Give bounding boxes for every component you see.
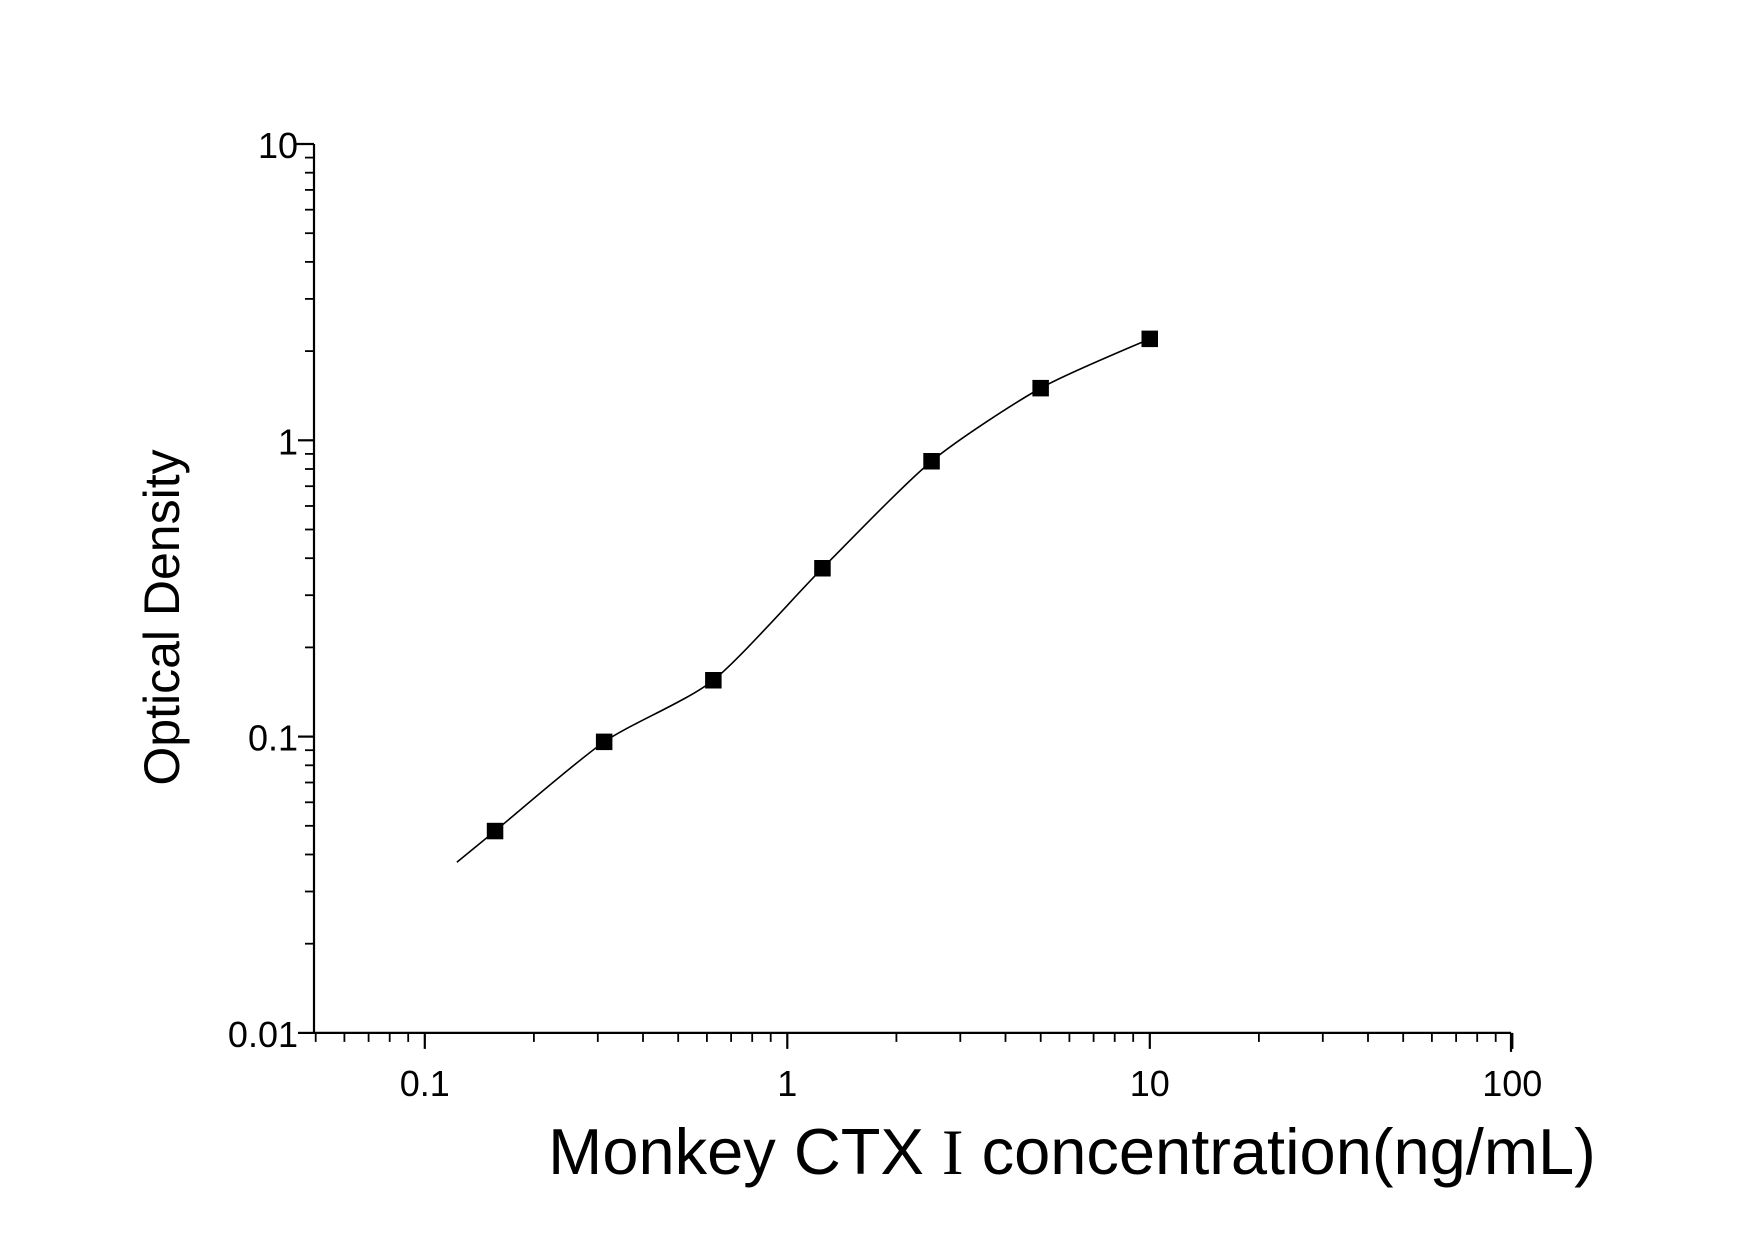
svg-text:0.1: 0.1	[400, 1063, 450, 1104]
svg-text:100: 100	[1482, 1063, 1542, 1104]
svg-text:Optical Density: Optical Density	[134, 449, 190, 785]
svg-text:10: 10	[1130, 1063, 1170, 1104]
svg-text:10: 10	[258, 125, 298, 166]
svg-text:0.01: 0.01	[228, 1014, 298, 1055]
svg-text:1: 1	[278, 421, 298, 462]
svg-text:1: 1	[777, 1063, 797, 1104]
svg-text:Monkey CTX I concentration(ng: Monkey CTX I concentration(ng/mL)	[548, 1115, 1596, 1189]
svg-text:0.1: 0.1	[248, 718, 298, 759]
